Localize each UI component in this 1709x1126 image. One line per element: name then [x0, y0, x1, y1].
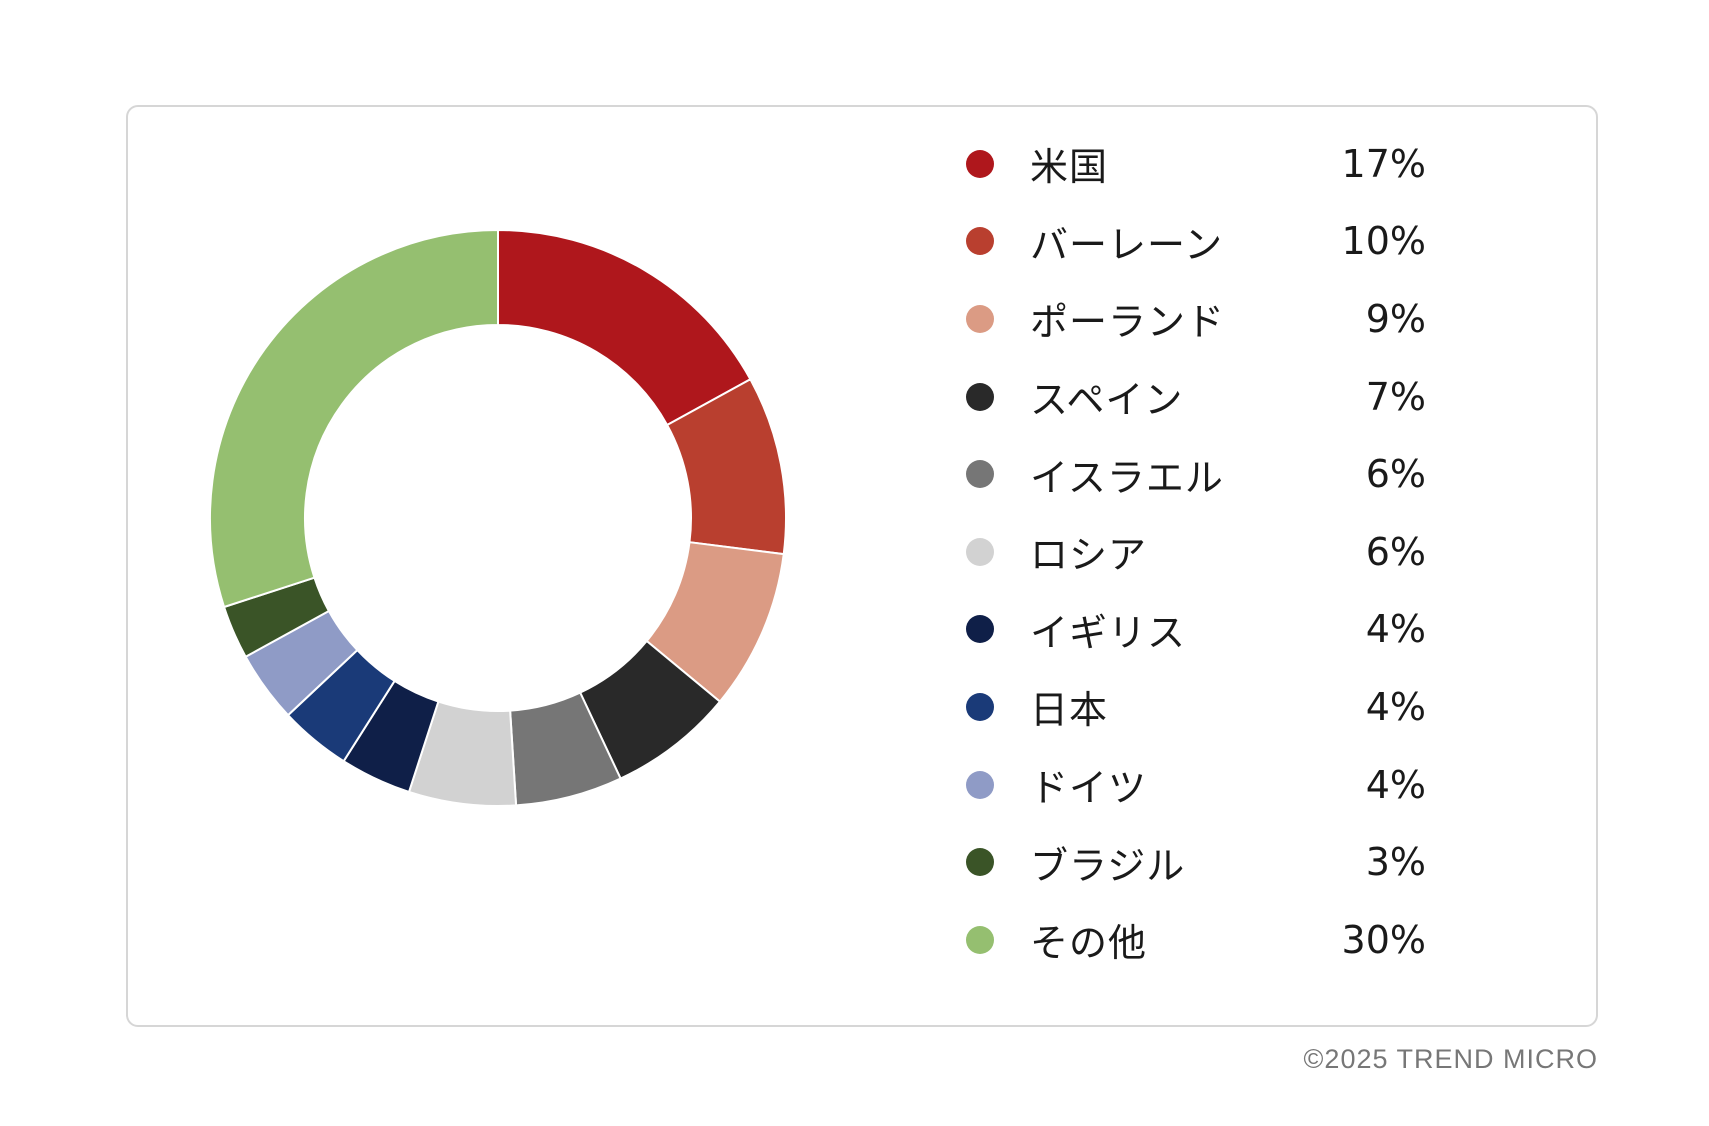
- legend-label: スペイン: [1030, 378, 1184, 423]
- slice-11: [209, 228, 499, 609]
- legend-value: 30%: [1341, 917, 1426, 962]
- legend-label: 米国: [1030, 145, 1109, 190]
- legend-swatch: [966, 149, 994, 178]
- legend-value: 10%: [1341, 219, 1426, 264]
- legend-item: ドイツ 4%: [966, 746, 1426, 824]
- legend-item: イスラエル 6%: [966, 435, 1426, 513]
- legend-label: ポーランド: [1030, 300, 1226, 345]
- legend-swatch: [966, 227, 994, 256]
- legend-value: 4%: [1365, 684, 1426, 729]
- legend-label: イスラエル: [1030, 455, 1224, 500]
- legend-item: ポーランド 9%: [966, 280, 1426, 358]
- legend-swatch: [966, 848, 994, 877]
- legend-item: スペイン 7%: [966, 358, 1426, 436]
- legend-item: その他 30%: [966, 901, 1426, 979]
- legend: 米国 17% バーレーン 10% ポーランド 9% スペイン 7% イスラエル 6% ロシア 6% イギ…: [966, 125, 1426, 979]
- legend-item: イギリス 4%: [966, 591, 1426, 669]
- legend-label: ドイツ: [1030, 766, 1148, 811]
- legend-swatch: [966, 460, 994, 489]
- legend-item: 米国 17%: [966, 125, 1426, 203]
- legend-value: 4%: [1365, 762, 1426, 807]
- legend-value: 7%: [1365, 374, 1426, 419]
- legend-value: 4%: [1365, 607, 1426, 652]
- legend-label: ブラジル: [1030, 843, 1186, 888]
- legend-label: その他: [1030, 921, 1148, 966]
- legend-item: ロシア 6%: [966, 513, 1426, 591]
- legend-value: 6%: [1365, 529, 1426, 574]
- legend-swatch: [966, 382, 994, 411]
- legend-label: 日本: [1030, 688, 1109, 733]
- legend-value: 9%: [1365, 296, 1426, 341]
- legend-value: 6%: [1365, 452, 1426, 497]
- legend-swatch: [966, 537, 994, 566]
- copyright-text: ©2025 TREND MICRO: [1303, 1044, 1598, 1074]
- legend-value: 3%: [1365, 840, 1426, 885]
- legend-swatch: [966, 770, 994, 799]
- legend-label: イギリス: [1030, 610, 1187, 655]
- legend-swatch: [966, 925, 994, 954]
- legend-label: バーレーン: [1030, 222, 1224, 267]
- legend-item: 日本 4%: [966, 668, 1426, 746]
- donut-chart: [209, 228, 787, 807]
- legend-item: バーレーン 10%: [966, 203, 1426, 281]
- chart-card: 米国 17% バーレーン 10% ポーランド 9% スペイン 7% イスラエル 6% ロシア 6% イギ…: [126, 105, 1598, 1027]
- legend-label: ロシア: [1030, 533, 1148, 578]
- legend-value: 17%: [1341, 141, 1426, 186]
- legend-item: ブラジル 3%: [966, 823, 1426, 901]
- legend-swatch: [966, 304, 994, 333]
- legend-swatch: [966, 692, 994, 721]
- slice-1: [497, 228, 752, 427]
- legend-swatch: [966, 615, 994, 644]
